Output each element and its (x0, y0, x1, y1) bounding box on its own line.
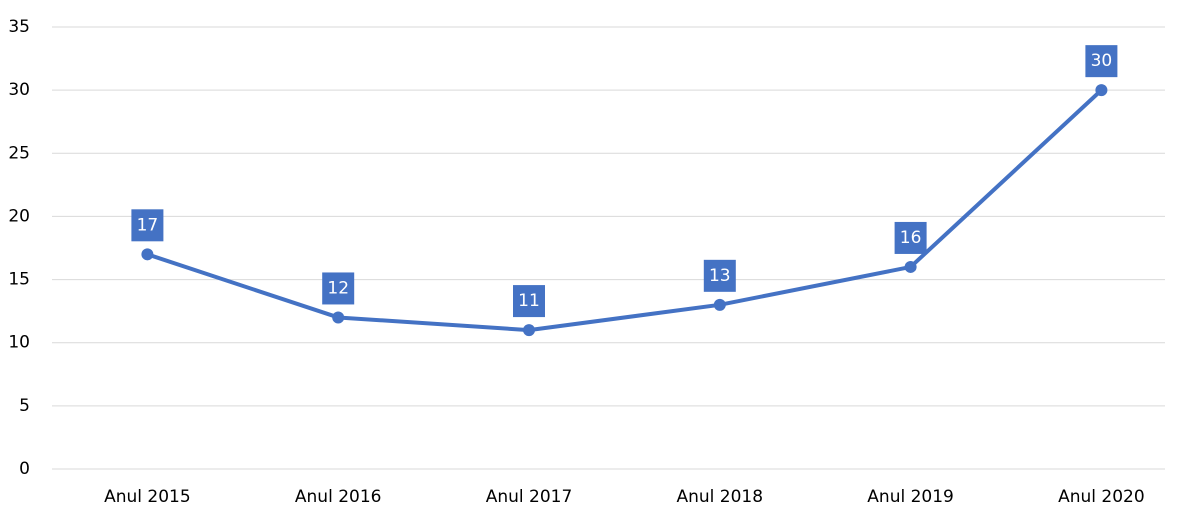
data-label: 17 (137, 215, 159, 235)
x-tick-label: Anul 2018 (677, 487, 764, 507)
y-tick-label: 15 (8, 270, 30, 290)
marker (904, 260, 917, 273)
x-tick-label: Anul 2019 (867, 487, 954, 507)
y-tick-label: 0 (19, 459, 30, 479)
marker (332, 311, 345, 324)
data-label-box (131, 209, 164, 242)
data-label: 12 (327, 278, 349, 298)
marker (523, 324, 535, 337)
y-tick-label: 30 (8, 80, 30, 100)
y-tick-label: 35 (8, 17, 30, 37)
marker (713, 298, 726, 311)
y-tick-label: 10 (8, 333, 30, 353)
data-label-box (1085, 45, 1118, 78)
x-tick-label: Anul 2015 (104, 487, 191, 507)
marker (1095, 84, 1108, 97)
data-label: 16 (900, 228, 922, 248)
data-label: 30 (1091, 51, 1113, 71)
data-label-box (513, 285, 545, 318)
line (146, 88, 1103, 333)
marker (141, 248, 154, 261)
data-label: 11 (518, 291, 540, 311)
y-tick-label: 5 (19, 396, 30, 416)
x-tick-label: Anul 2020 (1058, 487, 1145, 507)
y-tick-label: 20 (8, 206, 30, 226)
data-label-box (703, 259, 736, 292)
x-tick-label: Anul 2017 (486, 487, 573, 507)
data-label: 13 (709, 266, 731, 286)
y-tick-label: 25 (8, 143, 30, 163)
x-tick-label: Anul 2016 (295, 487, 382, 507)
data-label-box (894, 221, 927, 254)
data-label-box (322, 272, 355, 305)
